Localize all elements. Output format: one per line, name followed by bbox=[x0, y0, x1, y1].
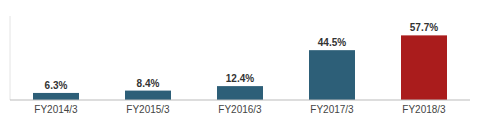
data-label: 12.4% bbox=[226, 73, 254, 84]
x-tick-label: FY2016/3 bbox=[218, 104, 262, 115]
data-label: 44.5% bbox=[318, 37, 346, 48]
chart-container: FY2014/3 FY2015/3 FY2016/3 FY2017/3 FY2018/3… bbox=[0, 0, 480, 120]
x-ticks: FY2014/3 FY2015/3 FY2016/3 FY2017/3 FY2018/3 bbox=[34, 104, 446, 115]
x-tick-label: FY2018/3 bbox=[402, 104, 446, 115]
x-tick-label: FY2014/3 bbox=[34, 104, 78, 115]
x-axis-line bbox=[10, 100, 470, 101]
data-labels: 6.3% 8.4% 12.4% 44.5% 57.7% bbox=[45, 22, 439, 91]
bar bbox=[125, 91, 171, 100]
chart-svg: FY2014/3 FY2015/3 FY2016/3 FY2017/3 FY2018/3… bbox=[0, 0, 480, 120]
bar bbox=[401, 35, 447, 100]
bar bbox=[309, 50, 355, 100]
x-tick-label: FY2017/3 bbox=[310, 104, 354, 115]
data-label: 6.3% bbox=[45, 80, 68, 91]
data-label: 8.4% bbox=[137, 78, 160, 89]
data-label: 57.7% bbox=[410, 22, 438, 33]
bar bbox=[217, 86, 263, 100]
y-range-line bbox=[10, 16, 11, 100]
bar bbox=[33, 93, 79, 100]
x-tick-label: FY2015/3 bbox=[126, 104, 170, 115]
bars bbox=[33, 35, 447, 100]
